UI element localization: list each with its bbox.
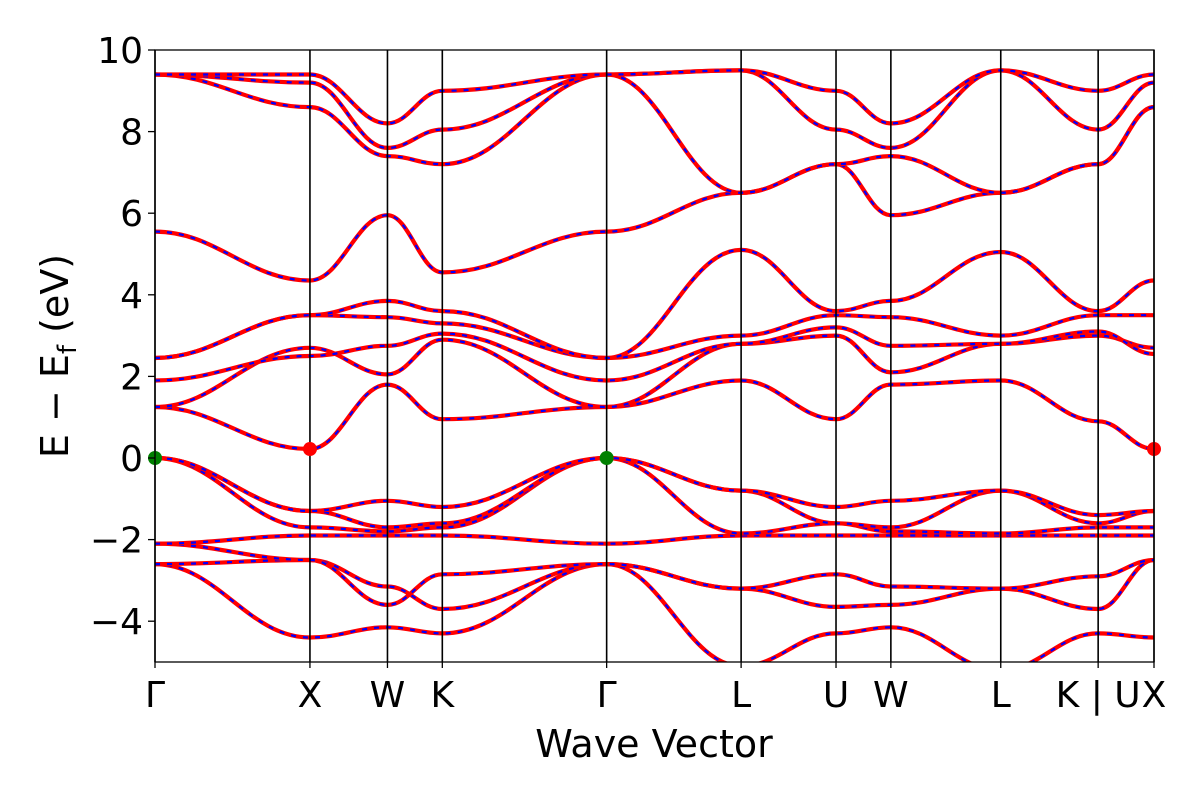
band-12-dash	[155, 248, 1154, 360]
x-tick-label-11: X	[1142, 675, 1167, 716]
band-7-line	[155, 455, 1154, 518]
band-8-dash	[155, 379, 1154, 451]
band-2-line	[155, 557, 1154, 612]
y-tick-label-4: 2	[120, 357, 143, 398]
bands-layer	[155, 68, 1154, 662]
x-tick-label-6: L	[731, 675, 751, 716]
y-tick-label-3: 0	[120, 439, 143, 480]
extrema-markers	[148, 442, 1161, 465]
band-1-line	[155, 561, 1154, 662]
band-4-line	[155, 533, 1154, 546]
cbm-marker-3	[302, 442, 317, 457]
plot-frame	[154, 49, 1155, 663]
y-tick-label-1: −4	[90, 602, 143, 643]
x-tick-label-5: Γ	[597, 675, 617, 716]
band-11-dash	[155, 314, 1154, 360]
x-tick-label-1: Γ	[145, 675, 165, 716]
vbm-marker-2	[599, 451, 614, 465]
band-10-line	[155, 325, 1154, 383]
band-5-line	[155, 455, 1154, 536]
x-tick-label-7: U	[823, 675, 849, 716]
y-axis-title: E − Ef (eV)	[33, 254, 83, 458]
x-tick-label-3: W	[370, 675, 406, 716]
band-16-line	[155, 68, 1154, 126]
y-tick-label-8: 10	[97, 31, 143, 72]
x-tick-label-4: K	[431, 675, 456, 716]
y-axis-title-main: E − E	[33, 354, 77, 458]
x-tick-label-10: K | U	[1056, 675, 1141, 716]
y-tick-label-6: 6	[120, 194, 143, 235]
band-2-dash	[155, 558, 1154, 611]
band-5-dash	[155, 456, 1154, 535]
x-tick-label-2: X	[298, 675, 323, 716]
band-14-dash	[155, 73, 1154, 194]
x-tick-label-8: W	[873, 675, 909, 716]
band-3-line	[155, 541, 1154, 608]
y-tick-label-5: 4	[120, 276, 143, 317]
y-tick-label-2: −2	[90, 521, 143, 562]
band-1-dash	[155, 562, 1154, 662]
band-16-dash	[155, 69, 1154, 125]
y-axis-title-subscript: f	[53, 344, 83, 354]
y-axis-title-unit: (eV)	[33, 254, 77, 345]
band-14-line	[155, 72, 1154, 195]
x-tick-label-9: L	[991, 675, 1011, 716]
band-4-dash	[155, 534, 1154, 545]
band-3-dash	[155, 542, 1154, 607]
y-ticks: −4 −2 0 2 4 6 8 10	[90, 31, 155, 643]
y-tick-label-7: 8	[120, 113, 143, 154]
x-axis-title: Wave Vector	[535, 722, 773, 766]
